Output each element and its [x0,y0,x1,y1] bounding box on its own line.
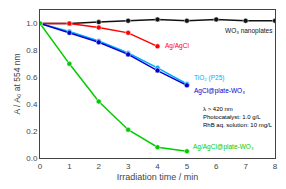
svg-text:Ag/AgCl@plate-WO₃: Ag/AgCl@plate-WO₃ [193,143,254,151]
svg-text:0.6: 0.6 [26,73,38,82]
svg-text:1.0: 1.0 [26,19,38,28]
svg-text:8: 8 [273,162,278,171]
svg-text:0.0: 0.0 [26,154,38,163]
svg-text:Ag/AgCl: Ag/AgCl [165,42,189,50]
svg-text:Irradiation time / min: Irradiation time / min [117,172,199,182]
svg-text:0.4: 0.4 [26,100,38,109]
svg-text:5: 5 [185,162,190,171]
svg-text:4: 4 [155,162,160,171]
svg-text:A / A₀ at 554 nm: A / A₀ at 554 nm [12,53,22,114]
svg-text:λ > 420 nmPhotocatalyst: 1.0 g: λ > 420 nmPhotocatalyst: 1.0 g/LRhB aq. … [203,106,273,128]
svg-text:2: 2 [97,162,102,171]
svg-text:7: 7 [243,162,248,171]
svg-text:WO₃ nanoplates: WO₃ nanoplates [225,27,273,35]
svg-text:1: 1 [67,162,72,171]
svg-text:0.8: 0.8 [26,46,38,55]
svg-text:0.2: 0.2 [26,127,38,136]
svg-text:TiO₂ (P25): TiO₂ (P25) [194,74,224,82]
svg-text:AgCl@plate-WO₃: AgCl@plate-WO₃ [194,87,245,95]
svg-text:6: 6 [214,162,219,171]
svg-text:0: 0 [38,162,43,171]
svg-text:3: 3 [126,162,131,171]
